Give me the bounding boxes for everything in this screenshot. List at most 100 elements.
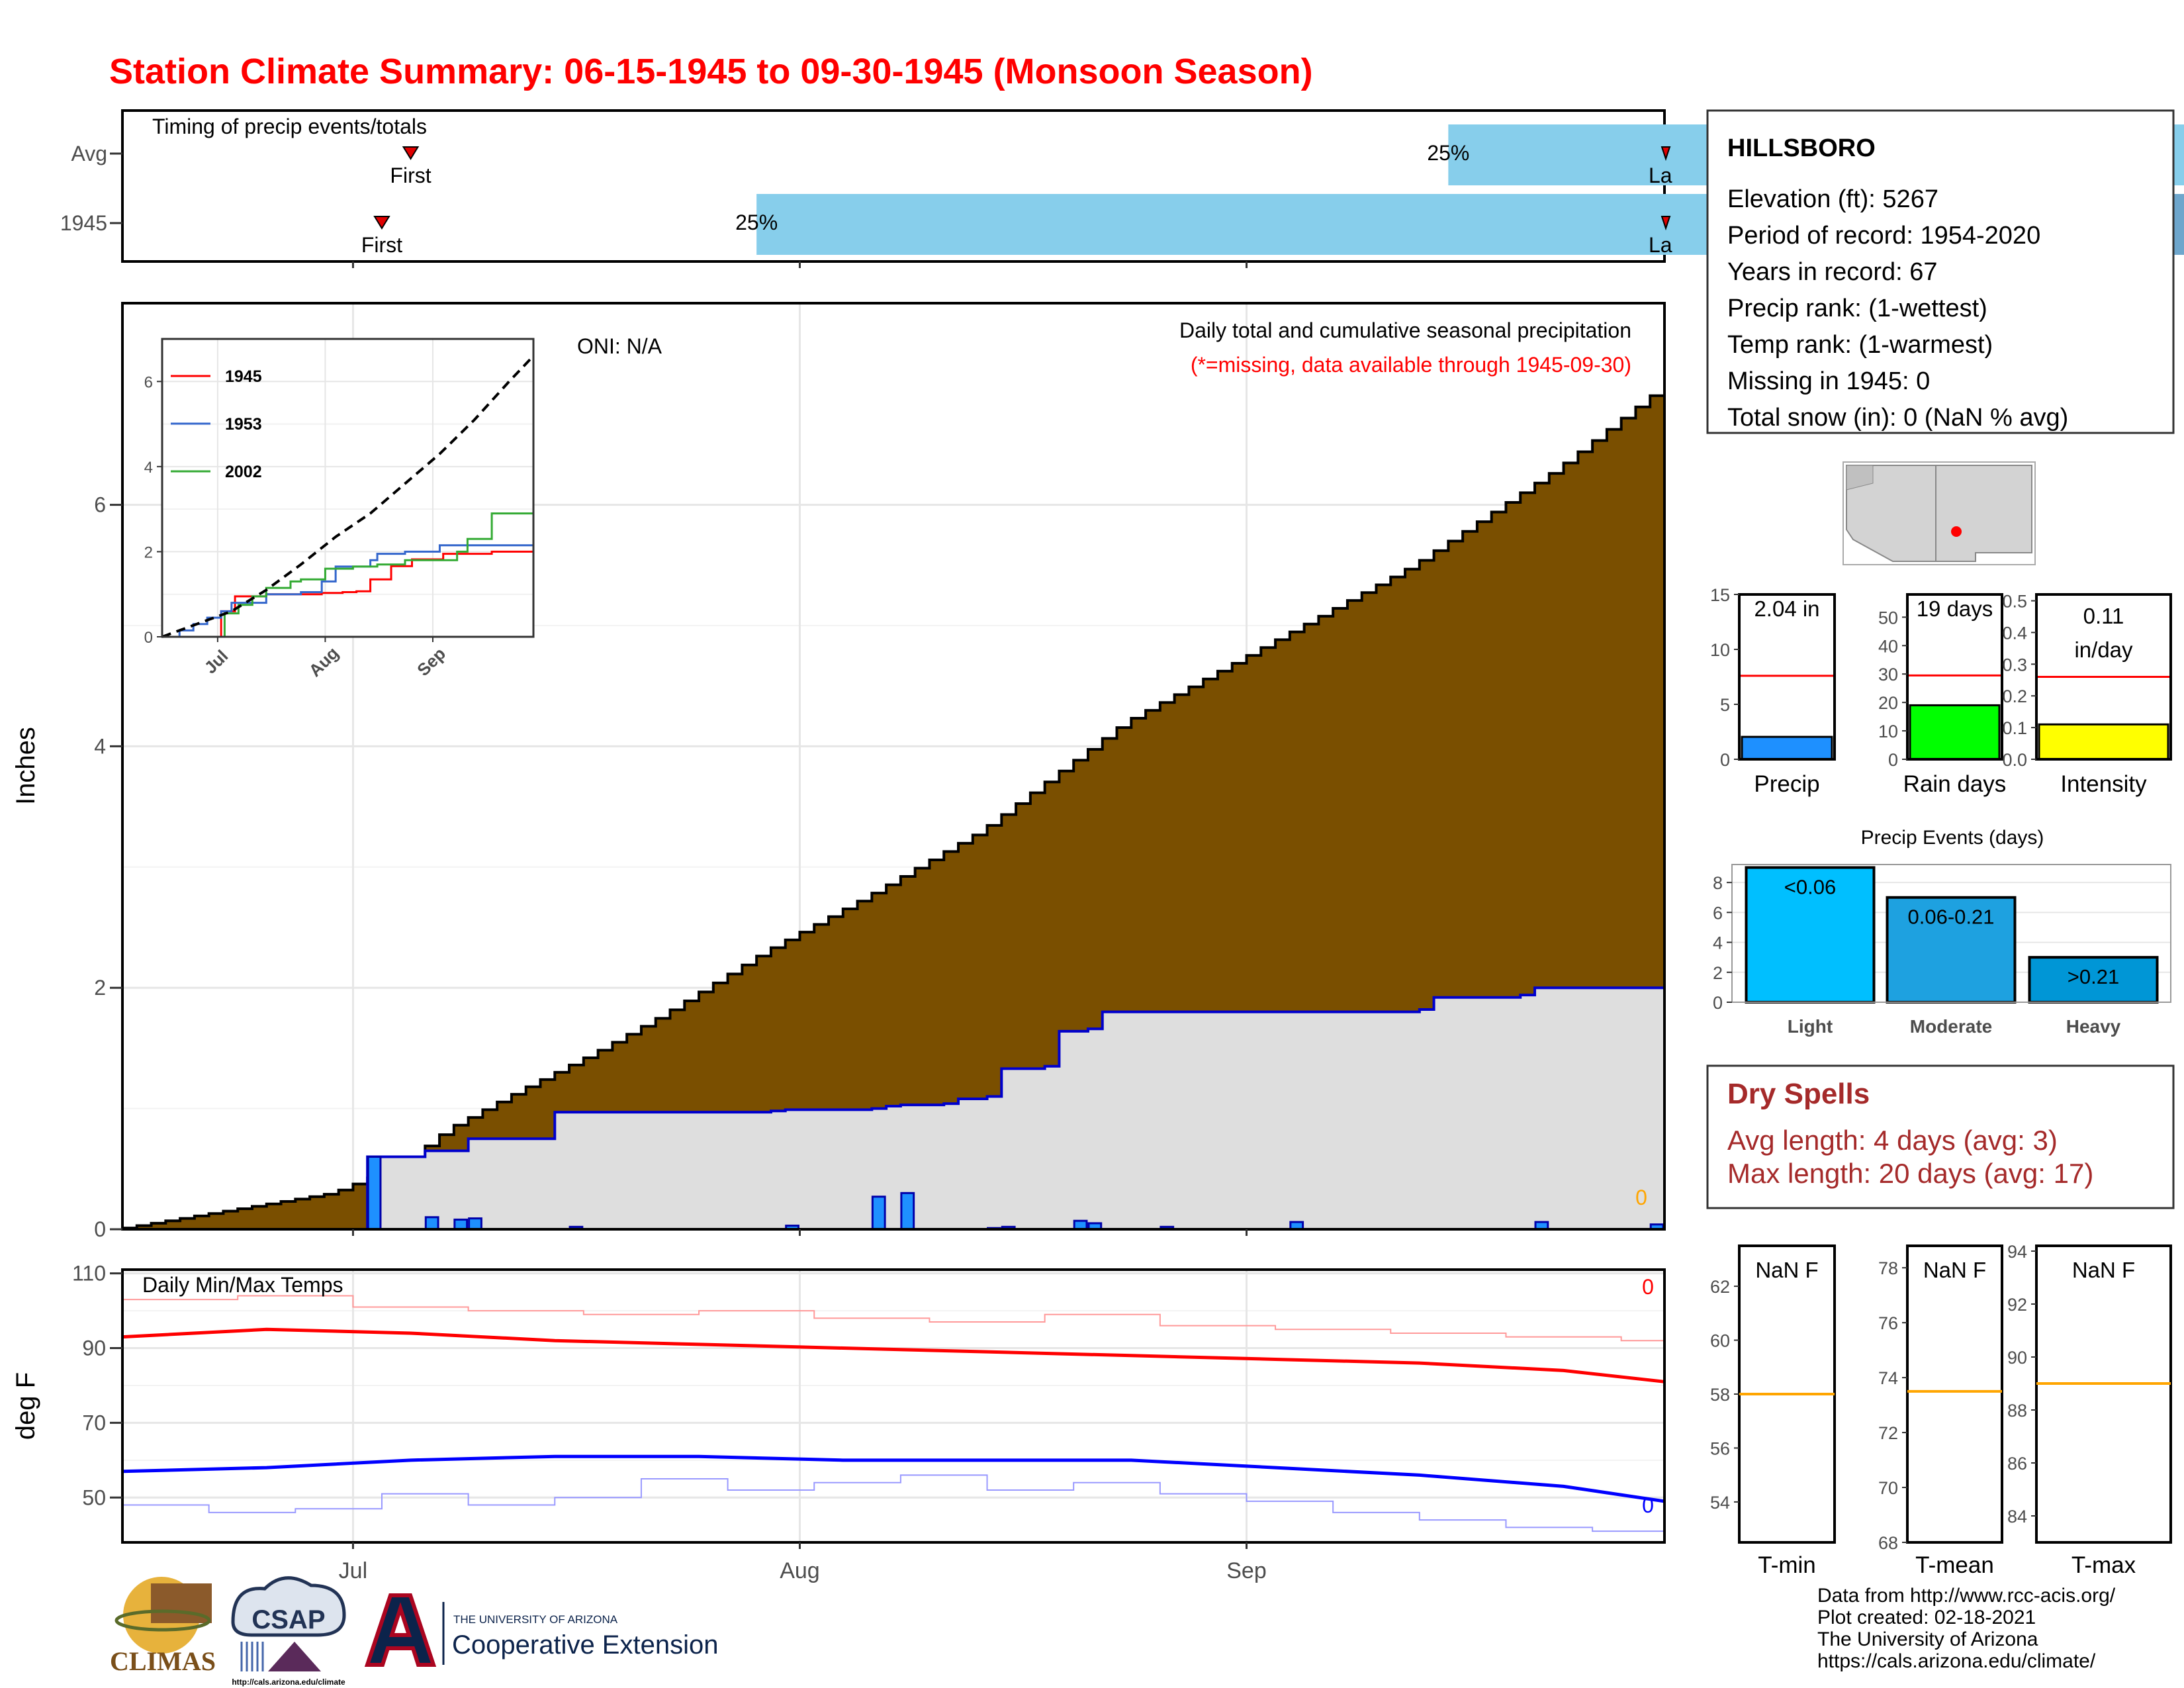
inset-bg: [162, 339, 533, 637]
inset-series-line: [162, 544, 533, 638]
mini-ytick-label: 40: [1878, 636, 1898, 656]
mini-ytick-label: 0.2: [2002, 686, 2027, 706]
last-label: La: [1649, 233, 1672, 257]
mini-ytick-label: 0.1: [2002, 718, 2027, 738]
mini-ytick-label: 20: [1878, 693, 1898, 713]
station-info-line: Missing in 1945: 0: [1727, 367, 1930, 395]
credits: Data from http://www.rcc-acis.org/Plot c…: [1817, 1585, 2116, 1672]
timing-label: Timing of precip events/totals: [152, 115, 427, 138]
station-info-line: Temp rank: (1-warmest): [1727, 331, 1993, 359]
first-marker: [402, 146, 420, 160]
missing-max-count: 0: [1642, 1275, 1654, 1299]
station-info-line: Precip rank: (1-wettest): [1727, 295, 1987, 322]
climas-logo-text: CLIMAS: [110, 1646, 216, 1676]
temp-series-line: [122, 1295, 1664, 1342]
mini-frame: [2035, 593, 2172, 761]
credit-line: Plot created: 02-18-2021: [1817, 1607, 2036, 1628]
credit-line: https://cals.arizona.edu/climate/: [1817, 1650, 2096, 1672]
events-bar-label: 0.06-0.21: [1908, 906, 1995, 929]
temp-ytick-label: 70: [82, 1411, 106, 1434]
station-location-dot: [1951, 526, 1962, 537]
mini-ytick-label: 0: [1888, 750, 1898, 770]
mini-ytick-label: 50: [1878, 608, 1898, 628]
dry-frame: [1706, 1064, 2175, 1209]
daily-precip-bar: [367, 1156, 382, 1231]
temp-box-ytick-label: 62: [1710, 1277, 1730, 1297]
csap-cloud-icon: [231, 1576, 346, 1637]
timing-row-label: Avg: [71, 142, 107, 165]
climas-ring-icon: [114, 1609, 211, 1632]
temperature-boxes: 54 56 58 60 62 NaN F T-min 68 70 72 74 76 78 NaN F T-m…: [1710, 1242, 2172, 1578]
credit-line: Data from http://www.rcc-acis.org/: [1817, 1585, 2116, 1607]
inset-legend-label: 1953: [225, 415, 262, 434]
missing-min-count: 0: [1642, 1493, 1654, 1517]
temp-box-ytick-label: 86: [2007, 1454, 2027, 1474]
station-info-line: Period of record: 1954-2020: [1727, 222, 2040, 250]
temp-ytick-label: 90: [82, 1336, 106, 1360]
events-category-label: Moderate: [1910, 1016, 1992, 1037]
ua-logo-icon: [364, 1593, 437, 1667]
last-marker: [1661, 216, 1671, 231]
temp-box-ytick-label: 74: [1878, 1368, 1898, 1388]
events-ytick-label: 8: [1713, 873, 1723, 893]
temp-box-ytick-label: 92: [2007, 1295, 2027, 1315]
mini-value-bar: [1741, 735, 1833, 761]
inset-series-line: [161, 355, 535, 638]
new-mexico-shape: [1935, 465, 2032, 562]
temp-box-value: NaN F: [1923, 1258, 1986, 1282]
temp-box-ytick-label: 90: [2007, 1348, 2027, 1368]
temp-ytick-label: 110: [72, 1262, 106, 1286]
inset-frame: [161, 338, 535, 638]
mini-ytick-label: 0: [1720, 750, 1730, 770]
temp-box-ytick-label: 88: [2007, 1401, 2027, 1421]
daily-precip-bar: [900, 1192, 915, 1231]
ua-top-text: THE UNIVERSITY OF ARIZONA: [453, 1613, 618, 1626]
temp-box-ytick-label: 70: [1878, 1478, 1898, 1498]
month-tick-label: Jul: [339, 1558, 367, 1583]
events-frame: [1731, 864, 2171, 1003]
csap-mountain-icon: [268, 1642, 321, 1671]
last-marker: [1661, 146, 1671, 162]
temp-box-ytick-label: 54: [1710, 1493, 1730, 1513]
inset-legend-label: 2002: [225, 463, 262, 481]
main-ytick-label: 2: [94, 976, 106, 1000]
mini-ytick-label: 15: [1710, 585, 1730, 605]
precip-events-chart: Precip Events (days) <0.06 Light 0.06-0.21 M…: [1713, 827, 2171, 1037]
station-info-line: Years in record: 67: [1727, 258, 1938, 286]
events-bar: [1886, 896, 2017, 1004]
main-ylabel: Inches: [11, 727, 40, 805]
temp-box-label: T-min: [1758, 1552, 1816, 1578]
daily-precip-bar: [424, 1216, 439, 1231]
station-name: HILLSBORO: [1727, 134, 1876, 162]
temperature-chart: 50 70 90 110 Jul Aug Sep deg F Daily Min/Max Tem…: [11, 1262, 1666, 1583]
temp-box-ytick-label: 78: [1878, 1258, 1898, 1278]
mini-bg: [1739, 594, 1835, 759]
events-category-label: Heavy: [2066, 1016, 2121, 1037]
mini-value-unit: in/day: [2074, 637, 2133, 662]
events-ytick-label: 2: [1713, 963, 1723, 983]
inset-legend-label: 1945: [225, 367, 262, 386]
inset-ytick-label: 0: [144, 629, 153, 647]
mini-bar-charts: 0 5 10 15 2.04 in Precip 0 10 20 30 40 50 19 days Rai…: [1710, 585, 2172, 797]
mini-value-label: 0.11: [2083, 604, 2124, 628]
events-bar: [2028, 956, 2159, 1004]
mini-ytick-label: 10: [1878, 722, 1898, 741]
temp-box-value: NaN F: [2072, 1258, 2135, 1282]
daily-precip-bar: [453, 1218, 469, 1231]
events-title: Precip Events (days): [1861, 827, 2044, 849]
timing-pct-25: 25%: [1427, 141, 1469, 165]
mini-ytick-label: 5: [1720, 695, 1730, 715]
station-info-line: Elevation (ft): 5267: [1727, 185, 1938, 213]
main-description: Daily total and cumulative seasonal prec…: [1179, 318, 1631, 342]
mini-value-bar: [2038, 723, 2169, 761]
temp-box-ytick-label: 72: [1878, 1423, 1898, 1443]
timing-pct-25: 25%: [735, 211, 778, 234]
mini-chart-label: Precip: [1754, 771, 1819, 797]
temp-box-label: T-max: [2071, 1552, 2136, 1578]
missing-count: 0: [1635, 1186, 1647, 1209]
inset-ytick-label: 2: [144, 543, 153, 561]
mini-ytick-label: 0.3: [2002, 655, 2027, 675]
temp-title: Daily Min/Max Temps: [142, 1273, 343, 1297]
temp-box-ytick-label: 60: [1710, 1331, 1730, 1351]
